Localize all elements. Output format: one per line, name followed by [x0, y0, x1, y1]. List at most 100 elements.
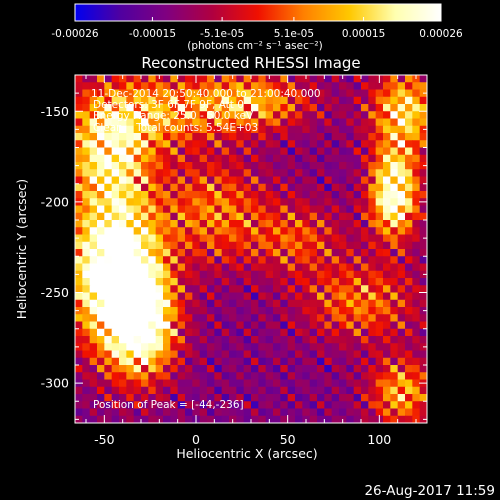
heatmap-cell — [177, 278, 186, 286]
heatmap-cell — [258, 321, 267, 330]
heatmap-cell — [353, 205, 362, 214]
heatmap-cell — [265, 401, 274, 410]
heatmap-cell — [412, 372, 421, 381]
heatmap-cell — [192, 379, 201, 388]
heatmap-cell — [405, 234, 413, 243]
heatmap-cell — [163, 270, 171, 279]
heatmap-cell — [361, 249, 369, 257]
heatmap-cell — [148, 263, 157, 272]
heatmap-cell — [82, 82, 91, 91]
heatmap-cell — [383, 147, 391, 156]
heatmap-cell — [185, 140, 193, 149]
heatmap-cell — [287, 343, 296, 352]
heatmap-cell — [221, 314, 230, 323]
heatmap-cell — [141, 75, 149, 83]
heatmap-cell — [192, 104, 201, 112]
heatmap-cell — [104, 111, 113, 120]
heatmap-cell — [155, 343, 164, 352]
heatmap-cell — [126, 118, 135, 127]
heatmap-cell — [251, 408, 259, 417]
heatmap-cell — [397, 394, 406, 402]
heatmap-cell — [390, 321, 399, 330]
heatmap-cell — [229, 357, 237, 366]
heatmap-cell — [390, 299, 399, 308]
heatmap-cell — [177, 386, 186, 395]
heatmap-cell — [273, 162, 281, 170]
heatmap-cell — [405, 386, 413, 395]
heatmap-cell — [104, 162, 113, 170]
heatmap-cell — [287, 386, 296, 395]
heatmap-cell — [353, 241, 362, 250]
heatmap-cell — [295, 191, 303, 199]
heatmap-cell — [133, 343, 142, 352]
heatmap-cell — [192, 249, 201, 257]
heatmap-cell — [353, 285, 362, 294]
heatmap-cell — [243, 75, 252, 83]
heatmap-cell — [97, 212, 105, 221]
heatmap-cell — [375, 198, 384, 207]
heatmap-cell — [287, 125, 296, 134]
heatmap-cell — [214, 227, 223, 236]
heatmap-cell — [199, 321, 208, 330]
heatmap-cell — [280, 278, 289, 286]
heatmap-cell — [207, 321, 215, 330]
heatmap-cell — [302, 234, 311, 243]
heatmap-cell — [192, 118, 201, 127]
heatmap-cell — [331, 336, 340, 344]
heatmap-cell — [82, 314, 91, 323]
heatmap-cell — [361, 328, 369, 337]
heatmap-cell — [287, 96, 296, 105]
heatmap-cell — [141, 314, 149, 323]
heatmap-cell — [419, 140, 427, 149]
heatmap-cell — [317, 205, 325, 214]
heatmap-cell — [214, 394, 223, 402]
heatmap-cell — [397, 328, 406, 337]
heatmap-cell — [177, 75, 186, 83]
heatmap-cell — [89, 89, 98, 98]
heatmap-cell — [155, 263, 164, 272]
heatmap-cell — [133, 96, 142, 105]
heatmap-cell — [82, 191, 91, 199]
heatmap-cell — [119, 118, 127, 127]
heatmap-cell — [353, 147, 362, 156]
heatmap-cell — [397, 408, 406, 417]
heatmap-cell — [75, 263, 83, 272]
heatmap-cell — [221, 133, 230, 141]
heatmap-cell — [192, 82, 201, 91]
heatmap-cell — [163, 285, 171, 294]
heatmap-cell — [390, 191, 399, 199]
heatmap-cell — [229, 82, 237, 91]
heatmap-cell — [119, 307, 127, 315]
heatmap-cell — [390, 365, 399, 373]
heatmap-cell — [75, 408, 83, 417]
heatmap-cell — [368, 299, 377, 308]
heatmap-cell — [405, 299, 413, 308]
heatmap-cell — [214, 328, 223, 337]
heatmap-cell — [89, 379, 98, 388]
heatmap-cell — [265, 336, 274, 344]
heatmap-cell — [331, 198, 340, 207]
heatmap-cell — [361, 111, 369, 120]
heatmap-cell — [251, 198, 259, 207]
heatmap-cell — [75, 82, 83, 91]
heatmap-cell — [383, 343, 391, 352]
heatmap-cell — [199, 89, 208, 98]
heatmap-cell — [229, 154, 237, 163]
heatmap-cell — [89, 104, 98, 112]
heatmap-cell — [119, 386, 127, 395]
heatmap-cell — [141, 169, 149, 178]
heatmap-cell — [287, 299, 296, 308]
heatmap-cell — [412, 227, 421, 236]
heatmap-cell — [82, 176, 91, 185]
heatmap-cell — [390, 263, 399, 272]
heatmap-cell — [192, 111, 201, 120]
heatmap-cell — [126, 82, 135, 91]
heatmap-cell — [104, 343, 113, 352]
heatmap-cell — [397, 357, 406, 366]
heatmap-cell — [236, 198, 245, 207]
heatmap-cell — [141, 89, 149, 98]
heatmap-cell — [412, 147, 421, 156]
heatmap-cell — [295, 357, 303, 366]
heatmap-cell — [280, 285, 289, 294]
heatmap-cell — [141, 350, 149, 359]
